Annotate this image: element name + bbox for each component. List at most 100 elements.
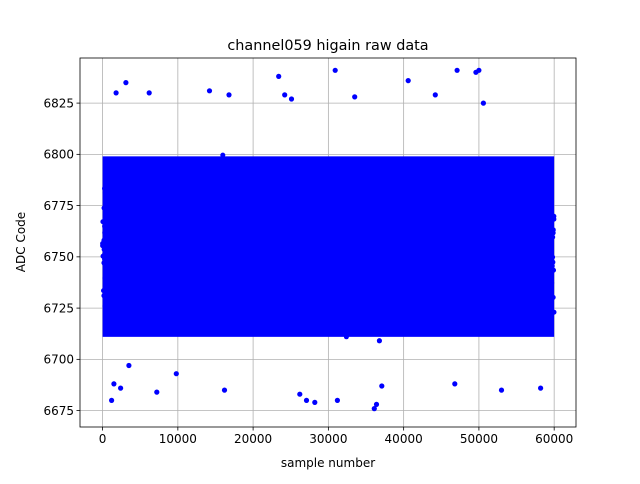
data-point bbox=[550, 254, 556, 260]
data-point bbox=[279, 216, 285, 222]
data-point bbox=[388, 219, 394, 225]
data-point bbox=[341, 230, 347, 236]
data-point bbox=[163, 221, 169, 227]
data-point bbox=[353, 238, 359, 244]
data-point bbox=[326, 220, 332, 226]
data-point bbox=[424, 204, 430, 210]
data-point bbox=[325, 251, 330, 257]
data-point bbox=[112, 223, 118, 229]
data-point bbox=[102, 190, 108, 196]
data-point bbox=[532, 195, 538, 200]
data-point bbox=[511, 256, 517, 262]
data-point bbox=[344, 188, 350, 193]
data-point bbox=[312, 278, 318, 284]
data-point bbox=[347, 219, 353, 225]
data-point bbox=[429, 170, 435, 176]
data-point bbox=[542, 201, 547, 207]
data-point bbox=[227, 206, 233, 212]
data-point bbox=[232, 251, 238, 257]
data-point bbox=[491, 231, 497, 237]
data-point-outlier bbox=[454, 67, 460, 73]
data-point-outlier bbox=[332, 67, 338, 73]
data-point bbox=[180, 244, 186, 250]
data-point bbox=[295, 253, 301, 259]
data-point bbox=[178, 207, 184, 213]
data-point bbox=[217, 306, 223, 312]
data-point bbox=[441, 231, 447, 237]
data-point-outlier bbox=[288, 96, 295, 102]
data-point bbox=[324, 274, 330, 280]
data-point bbox=[304, 206, 309, 211]
data-point bbox=[459, 190, 465, 196]
data-point bbox=[141, 247, 147, 253]
data-point bbox=[234, 263, 240, 268]
data-point bbox=[211, 264, 217, 269]
data-point bbox=[350, 223, 356, 229]
data-point bbox=[402, 191, 408, 197]
data-point bbox=[504, 241, 510, 247]
data-point bbox=[336, 197, 342, 203]
data-point bbox=[357, 304, 363, 310]
data-point bbox=[239, 306, 245, 312]
data-point bbox=[446, 286, 452, 292]
data-point bbox=[229, 268, 235, 274]
data-point bbox=[215, 224, 220, 230]
data-point bbox=[200, 192, 206, 198]
data-point bbox=[322, 232, 328, 238]
data-point bbox=[459, 235, 465, 241]
data-point bbox=[279, 209, 285, 215]
data-point bbox=[533, 219, 539, 225]
data-point bbox=[409, 205, 415, 211]
data-point bbox=[146, 227, 152, 233]
data-point bbox=[366, 210, 372, 216]
data-point bbox=[183, 307, 189, 313]
data-point bbox=[367, 260, 373, 266]
data-point bbox=[319, 224, 325, 230]
data-point bbox=[551, 267, 556, 273]
data-point bbox=[376, 275, 382, 281]
data-point bbox=[512, 270, 518, 276]
data-point bbox=[173, 267, 179, 273]
data-point bbox=[192, 226, 198, 232]
data-point bbox=[495, 278, 501, 284]
data-point bbox=[226, 219, 232, 225]
data-point bbox=[535, 271, 541, 277]
data-point bbox=[397, 169, 403, 175]
data-point bbox=[103, 240, 109, 246]
data-point bbox=[412, 243, 418, 249]
data-point bbox=[502, 282, 508, 288]
data-point bbox=[243, 226, 249, 232]
data-point bbox=[497, 231, 503, 237]
data-point bbox=[102, 303, 108, 309]
data-point bbox=[157, 224, 163, 230]
data-point bbox=[504, 217, 510, 223]
data-point bbox=[503, 230, 509, 236]
data-point bbox=[482, 228, 488, 234]
data-point bbox=[128, 202, 134, 208]
data-point bbox=[170, 226, 176, 232]
data-point-outlier bbox=[373, 401, 380, 407]
data-point bbox=[359, 268, 365, 274]
data-point bbox=[141, 181, 147, 187]
data-point-outlier bbox=[118, 385, 124, 391]
data-point bbox=[547, 200, 553, 206]
data-point bbox=[207, 264, 213, 270]
data-point bbox=[282, 213, 288, 219]
data-point bbox=[125, 253, 131, 259]
data-point bbox=[129, 268, 135, 273]
data-point bbox=[464, 201, 470, 207]
data-point bbox=[482, 242, 488, 247]
y-tick-label: 6825 bbox=[43, 96, 74, 110]
data-point bbox=[125, 219, 131, 225]
data-point bbox=[182, 289, 188, 295]
data-point bbox=[126, 224, 132, 230]
data-point bbox=[305, 180, 311, 186]
data-point bbox=[484, 192, 490, 198]
data-point bbox=[261, 242, 267, 248]
data-point bbox=[538, 218, 544, 224]
data-point bbox=[458, 293, 464, 299]
data-point bbox=[271, 237, 277, 243]
data-point bbox=[169, 277, 175, 283]
data-point bbox=[513, 289, 519, 295]
data-point bbox=[424, 261, 430, 267]
